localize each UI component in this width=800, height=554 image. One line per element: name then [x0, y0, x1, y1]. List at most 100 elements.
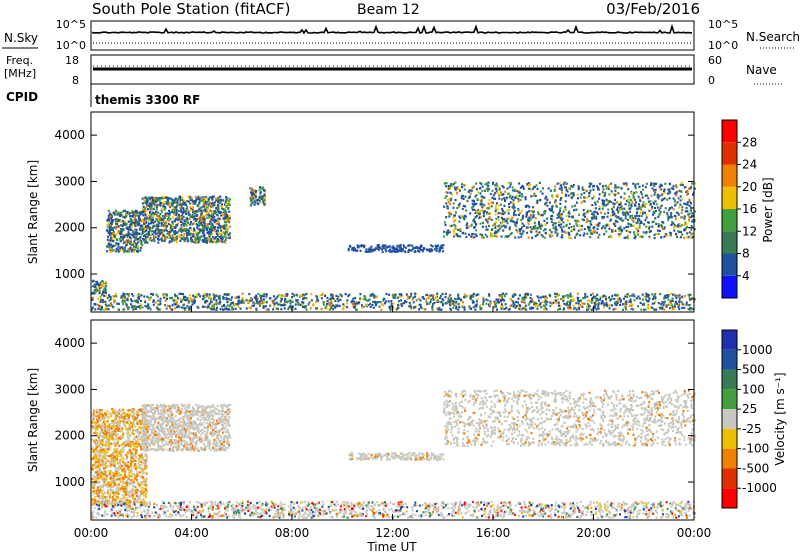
scatter-cell: [494, 204, 497, 207]
scatter-cell: [209, 220, 212, 223]
scatter-cell: [523, 224, 526, 227]
scatter-cell: [661, 308, 664, 311]
scatter-cell: [381, 245, 384, 248]
scatter-cell: [647, 228, 650, 231]
scatter-cell: [543, 236, 546, 239]
scatter-cell: [128, 225, 131, 228]
scatter-cell: [191, 198, 194, 201]
scatter-cell: [211, 240, 213, 243]
scatter-cell: [206, 306, 209, 309]
scatter-cell: [205, 197, 208, 200]
scatter-cell: [339, 293, 342, 296]
scatter-cell: [143, 217, 146, 220]
scatter-cell: [669, 303, 671, 306]
scatter-cell: [520, 192, 523, 196]
scatter-cell: [673, 307, 676, 310]
scatter-cell: [171, 198, 174, 201]
scatter-cell: [123, 293, 126, 296]
scatter-cell: [514, 196, 516, 199]
scatter-cell: [525, 213, 528, 216]
scatter-cell: [467, 190, 470, 193]
scatter-cell: [121, 210, 124, 213]
scatter-cell: [528, 301, 531, 304]
scatter-cell: [574, 236, 577, 239]
scatter-cell: [200, 196, 203, 199]
scatter-cell: [98, 287, 101, 290]
scatter-cell: [263, 199, 266, 202]
scatter-cell: [640, 235, 643, 239]
scatter-cell: [352, 247, 354, 250]
scatter-cell: [225, 306, 228, 309]
scatter-cell: [150, 222, 152, 225]
scatter-cell: [308, 301, 311, 304]
scatter-cell: [524, 198, 527, 201]
scatter-cell: [479, 192, 482, 195]
scatter-cell: [224, 203, 227, 206]
scatter-cell: [144, 299, 146, 302]
scatter-cell: [536, 307, 539, 310]
scatter-cell: [684, 215, 686, 218]
scatter-cell: [331, 294, 334, 297]
scatter-cell: [223, 297, 226, 300]
scatter-cell: [122, 297, 125, 300]
scatter-cell: [651, 306, 654, 309]
scatter-cell: [551, 196, 554, 199]
scatter-cell: [588, 209, 591, 212]
scatter-cell: [647, 200, 650, 203]
scatter-cell: [539, 303, 542, 306]
scatter-cell: [534, 235, 537, 238]
scatter-cell: [517, 200, 520, 203]
scatter-cell: [472, 185, 475, 188]
scatter-cell: [104, 500, 107, 503]
scatter-cell: [582, 199, 585, 203]
scatter-cell: [255, 307, 258, 310]
scatter-cell: [447, 300, 450, 303]
scatter-cell: [103, 419, 106, 423]
scatter-cell: [634, 183, 637, 186]
scatter-cell: [662, 227, 665, 231]
scatter-cell: [671, 299, 674, 303]
scatter-cell: [390, 303, 393, 306]
scatter-cell: [393, 248, 396, 251]
scatter-cell: [560, 236, 563, 239]
scatter-cell: [559, 226, 562, 229]
scatter-cell: [422, 247, 425, 250]
scatter-cell: [177, 297, 179, 300]
scatter-cell: [135, 246, 137, 249]
scatter-cell: [560, 184, 563, 187]
scatter-cell: [367, 304, 370, 307]
scatter-cell: [678, 301, 681, 304]
scatter-cell: [173, 199, 176, 203]
scatter-cell: [485, 298, 488, 301]
scatter-cell: [686, 203, 689, 206]
scatter-cell: [215, 236, 217, 239]
scatter-cell: [103, 423, 106, 426]
scatter-cell: [219, 301, 222, 304]
scatter-cell: [645, 295, 648, 298]
scatter-cell: [193, 235, 196, 239]
scatter-cell: [456, 192, 458, 195]
scatter-cell: [181, 203, 184, 206]
scatter-cell: [346, 299, 349, 302]
scatter-cell: [142, 230, 145, 234]
scatter-cell: [637, 195, 640, 198]
scatter-cell: [126, 293, 129, 296]
scatter-cell: [226, 218, 229, 221]
scatter-cell: [355, 308, 357, 311]
scatter-cell: [219, 198, 222, 201]
scatter-cell: [263, 300, 266, 304]
scatter-cell: [612, 308, 615, 311]
scatter-cell: [130, 233, 133, 236]
scatter-cell: [630, 192, 633, 195]
scatter-cell: [543, 304, 546, 308]
scatter-cell: [613, 301, 616, 304]
scatter-cell: [182, 201, 185, 204]
scatter-cell: [190, 197, 193, 200]
scatter-cell: [185, 224, 188, 227]
scatter-cell: [146, 225, 149, 228]
scatter-cell: [449, 191, 452, 194]
scatter-cell: [219, 195, 222, 198]
scatter-cell: [180, 299, 183, 302]
scatter-cell: [627, 204, 630, 207]
scatter-cell: [554, 200, 557, 204]
